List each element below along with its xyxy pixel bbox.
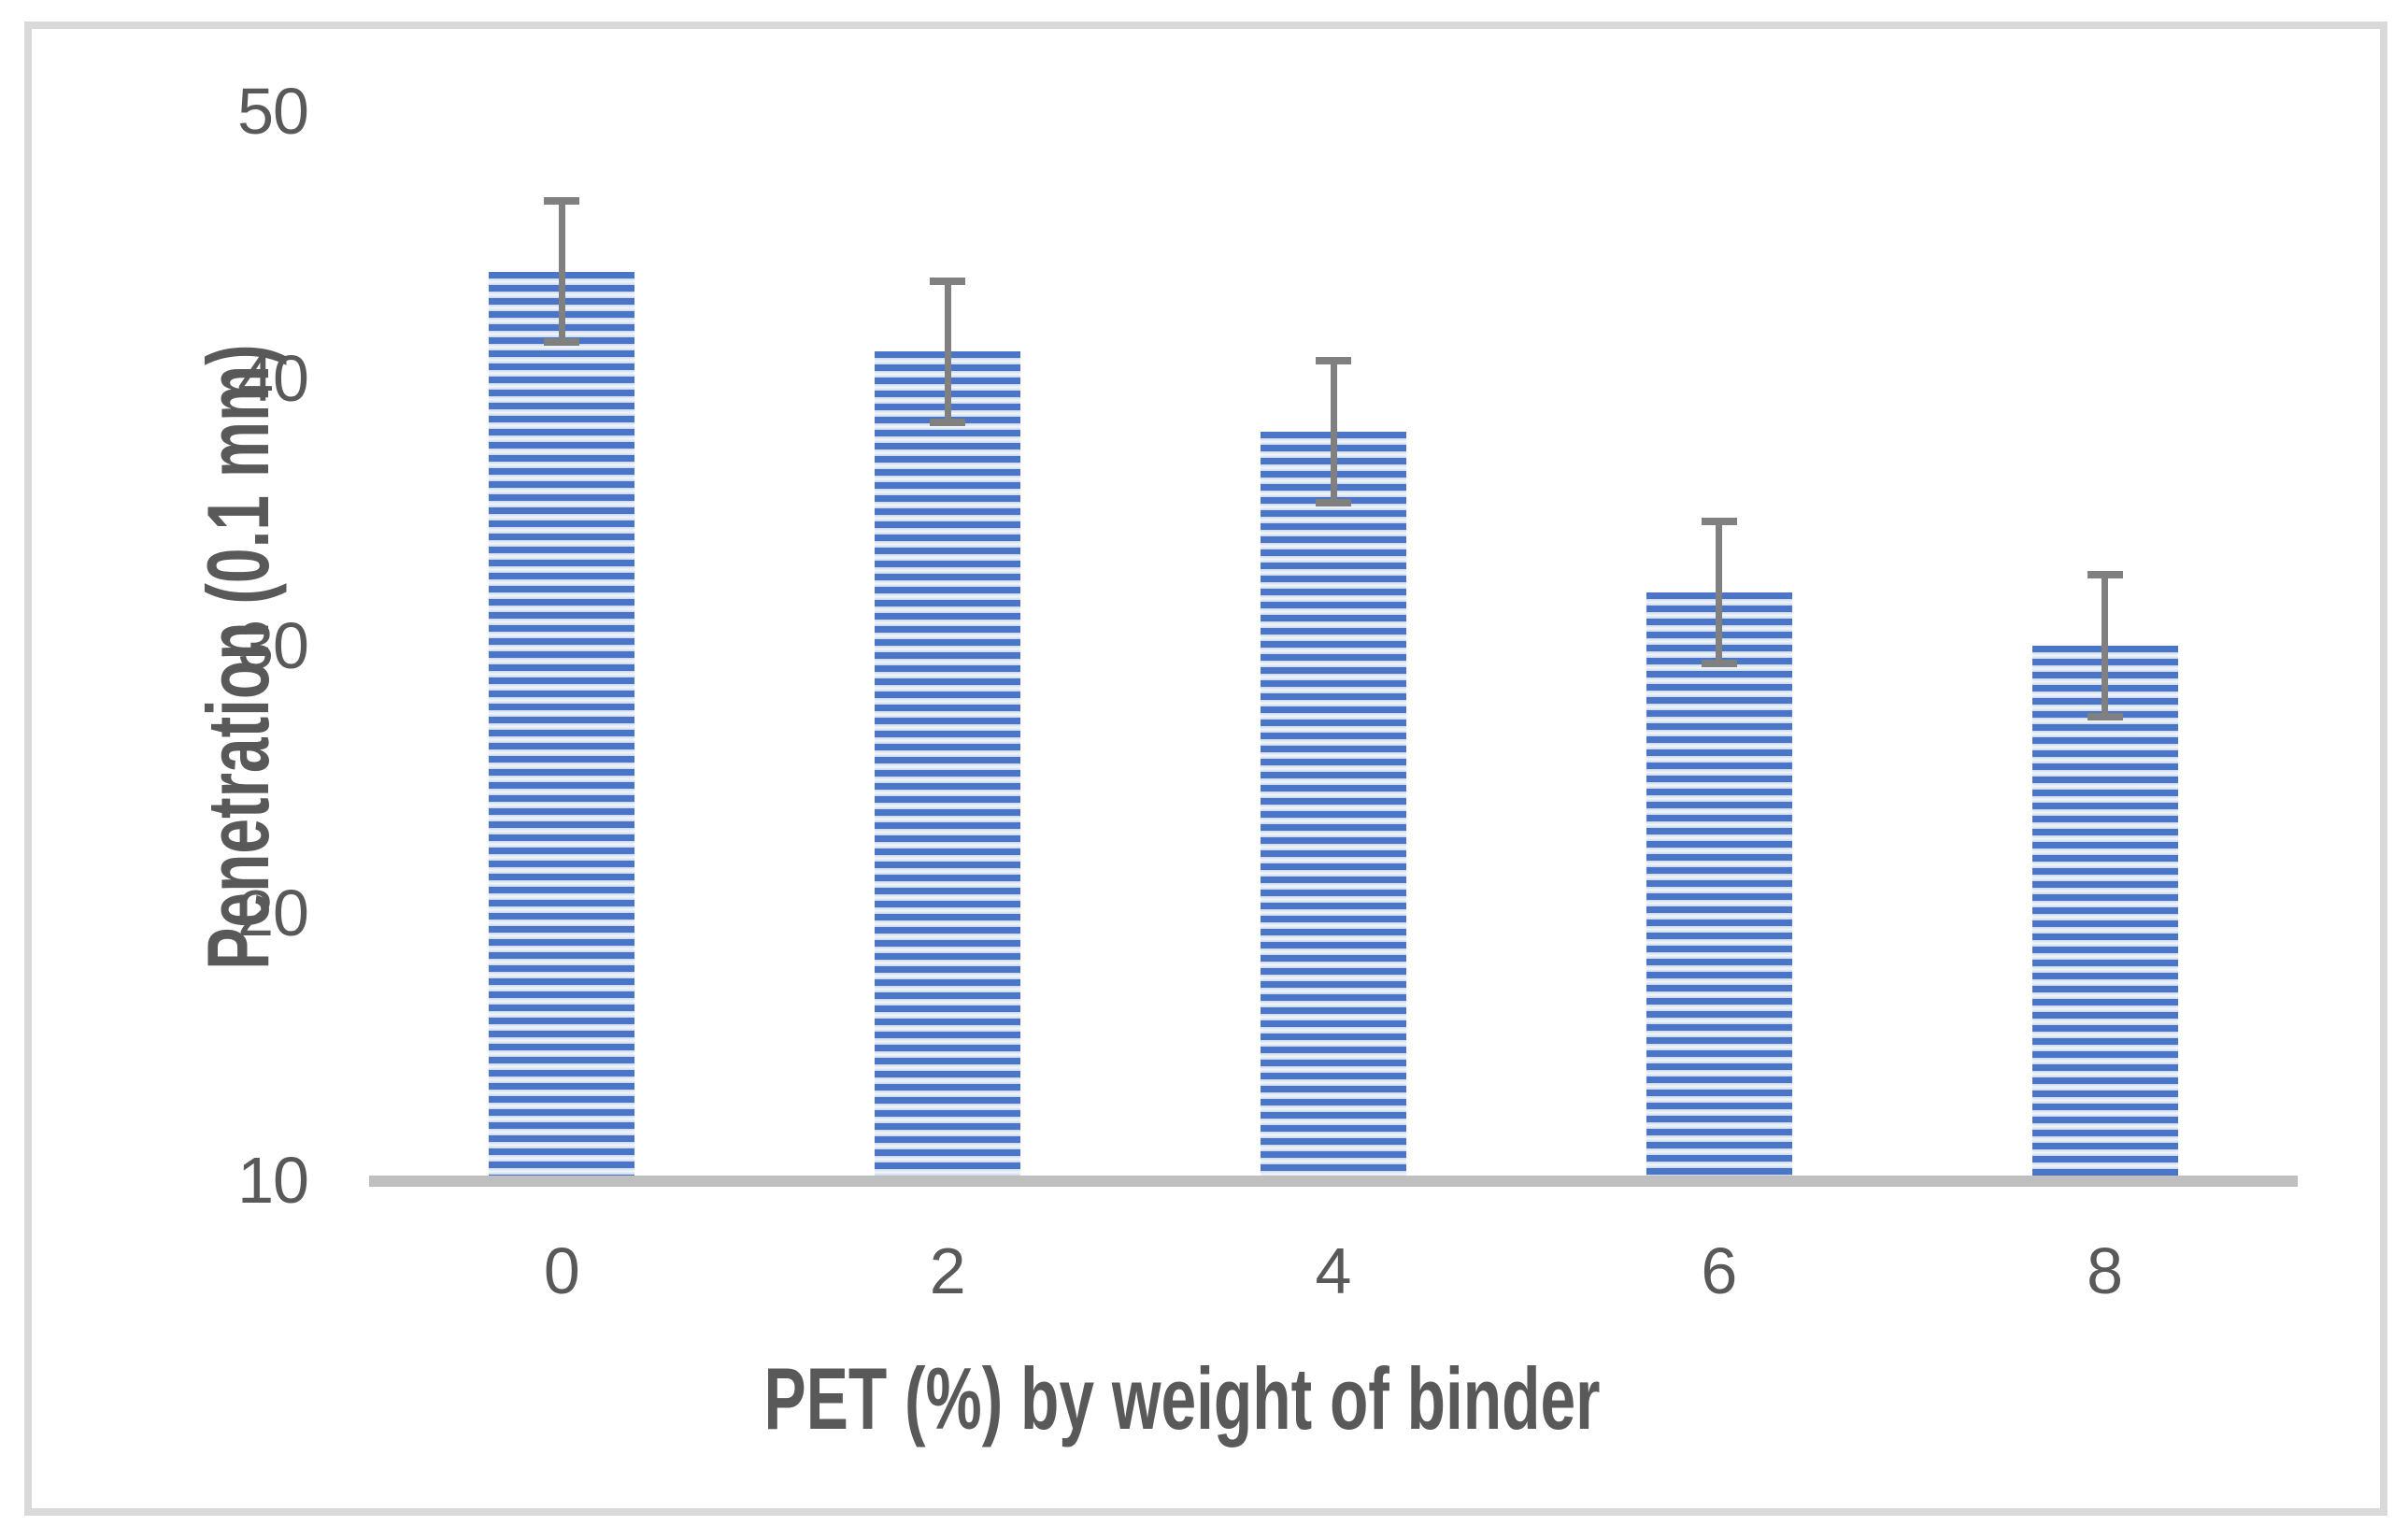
x-axis-line (369, 1176, 2298, 1187)
y-tick-label: 20 (237, 877, 309, 949)
error-bar-top-cap (1316, 357, 1351, 365)
y-tick-label: 40 (237, 342, 309, 415)
y-tick-label: 30 (237, 609, 309, 682)
chart-outer-border (24, 21, 2387, 1516)
error-bar-top-cap (1701, 518, 1737, 525)
error-bar-line (944, 280, 951, 423)
x-tick-label: 0 (543, 1234, 580, 1307)
bar (489, 271, 635, 1176)
error-bar-line (2102, 575, 2109, 717)
error-bar-bottom-cap (930, 419, 966, 427)
error-bar-line (558, 200, 565, 343)
bar (1646, 592, 1792, 1176)
bar (1261, 432, 1406, 1176)
error-bar-top-cap (544, 196, 580, 205)
y-tick-label: 50 (237, 75, 309, 148)
bar (2031, 646, 2178, 1176)
error-bar-bottom-cap (1701, 659, 1737, 667)
error-bar-bottom-cap (2087, 712, 2123, 720)
error-bar-top-cap (930, 277, 966, 285)
x-axis-title: PET (%) by weight of binder (763, 1349, 1601, 1447)
error-bar-top-cap (2087, 571, 2123, 579)
error-bar-line (1716, 521, 1723, 663)
error-bar-line (1330, 361, 1337, 503)
x-tick-label: 8 (2087, 1234, 2124, 1307)
x-tick-label: 2 (929, 1234, 966, 1307)
y-tick-label: 10 (237, 1144, 309, 1217)
x-tick-label: 4 (1315, 1234, 1352, 1307)
error-bar-bottom-cap (544, 338, 580, 347)
x-tick-label: 6 (1701, 1234, 1738, 1307)
error-bar-bottom-cap (1316, 498, 1351, 506)
bar (875, 351, 1021, 1176)
